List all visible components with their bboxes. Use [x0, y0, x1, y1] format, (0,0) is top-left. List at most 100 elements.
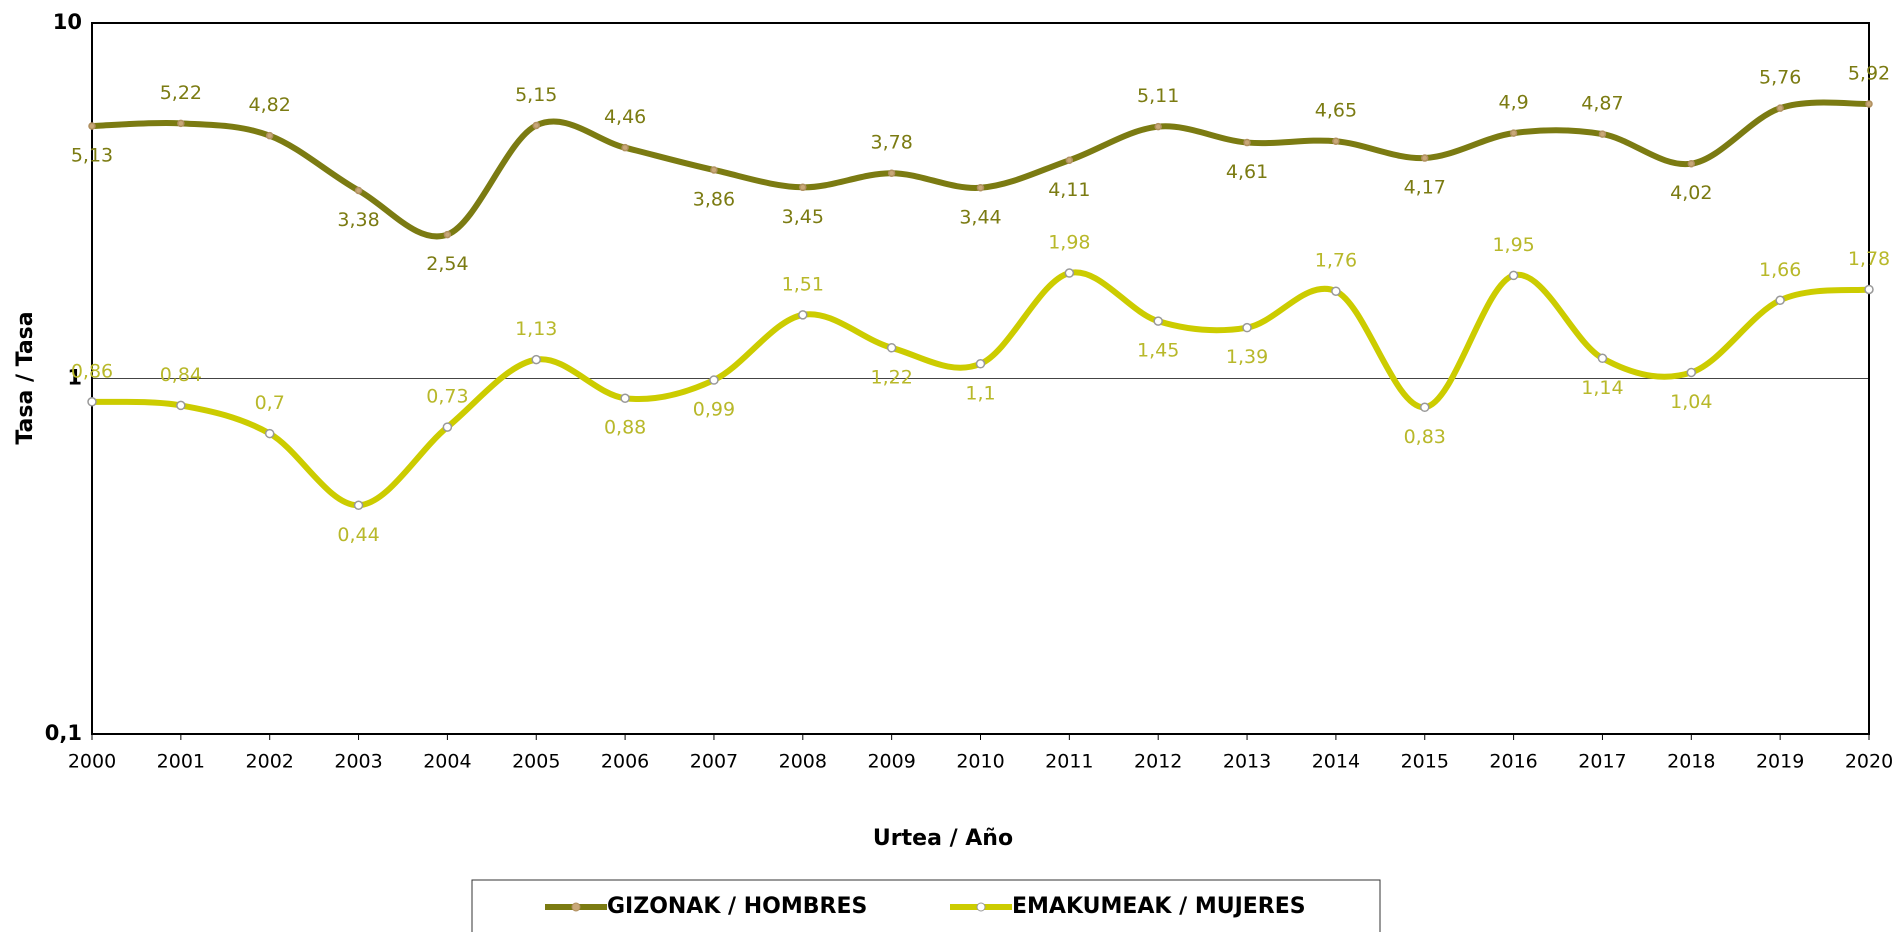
x-tick-label: 2010	[956, 751, 1004, 773]
series-line	[91, 269, 1870, 509]
data-label: 4,82	[249, 94, 291, 116]
x-tick-label: 2002	[246, 751, 294, 773]
x-tick-label: 2001	[157, 751, 205, 773]
data-point	[1508, 270, 1519, 281]
y-axis-title: Tasa / Tasa	[13, 311, 38, 444]
series-line	[91, 99, 1870, 240]
data-label: 4,87	[1581, 93, 1623, 115]
data-point	[264, 428, 275, 439]
data-label: 1,76	[1315, 250, 1357, 272]
x-tick-label: 2012	[1134, 751, 1182, 773]
x-tick-label: 2008	[779, 751, 827, 773]
data-label: 1,78	[1848, 248, 1890, 270]
data-point	[975, 359, 986, 369]
y-tick-label: 0,1	[45, 721, 82, 745]
data-label: 1,98	[1048, 232, 1090, 254]
data-point	[621, 143, 629, 152]
x-tick-label: 2004	[423, 751, 471, 773]
data-point	[442, 422, 453, 432]
data-label: 5,92	[1848, 62, 1890, 84]
data-label: 4,65	[1315, 100, 1357, 122]
data-label: 1,1	[965, 382, 995, 404]
legend-label: GIZONAK / HOMBRES	[607, 894, 867, 919]
x-tick-label: 2005	[512, 751, 560, 773]
x-tick-label: 2019	[1756, 751, 1804, 773]
data-point	[1686, 367, 1697, 378]
x-tick-label: 2018	[1667, 751, 1715, 773]
x-tick-label: 2000	[68, 751, 116, 773]
data-point	[87, 397, 97, 407]
data-label: 5,15	[515, 84, 557, 106]
data-point	[1776, 104, 1784, 112]
data-label: 1,22	[870, 366, 912, 388]
x-tick-label: 2013	[1223, 751, 1271, 773]
data-label: 3,38	[337, 209, 379, 231]
data-label: 2,54	[426, 253, 468, 275]
x-tick-label: 2011	[1045, 751, 1093, 773]
data-label: 3,78	[870, 132, 912, 154]
data-point	[1687, 159, 1696, 168]
data-label: 0,86	[71, 360, 113, 382]
data-point	[887, 169, 896, 177]
data-point	[1421, 154, 1429, 162]
data-point	[1243, 138, 1251, 147]
x-tick-label: 2017	[1578, 751, 1626, 773]
y-tick-label: 1	[67, 366, 82, 390]
data-label: 3,44	[959, 206, 1001, 228]
data-label: 1,51	[782, 273, 824, 295]
data-label: 1,45	[1137, 340, 1179, 362]
data-label: 5,13	[71, 145, 113, 167]
data-label: 4,61	[1226, 161, 1268, 183]
data-point	[620, 393, 630, 403]
data-point	[1420, 402, 1430, 413]
data-label: 4,46	[604, 106, 646, 128]
data-point	[1332, 137, 1340, 145]
data-point	[176, 400, 186, 411]
data-point	[709, 375, 719, 385]
data-label: 0,88	[604, 417, 646, 439]
data-label: 1,39	[1226, 346, 1268, 368]
data-point	[976, 184, 985, 192]
x-tick-label: 2014	[1312, 751, 1360, 773]
data-label: 5,11	[1137, 85, 1179, 107]
legend-marker	[976, 902, 986, 912]
data-point	[1242, 322, 1252, 333]
data-point	[531, 354, 541, 365]
data-label: 1,14	[1581, 377, 1623, 399]
data-label: 4,17	[1404, 177, 1446, 199]
data-label: 3,45	[782, 206, 824, 228]
x-tick-label: 2006	[601, 751, 649, 773]
data-point	[353, 500, 364, 511]
data-label: 0,73	[426, 386, 468, 408]
data-point	[88, 122, 96, 130]
data-label: 0,83	[1404, 426, 1446, 448]
data-point	[886, 343, 897, 353]
data-point	[177, 119, 185, 128]
data-label: 0,84	[160, 364, 202, 386]
data-point	[265, 131, 274, 140]
data-point	[1064, 268, 1075, 278]
data-point	[798, 310, 808, 320]
data-point	[354, 186, 363, 195]
data-point	[1597, 353, 1608, 364]
data-label: 0,99	[693, 399, 735, 421]
data-point	[710, 166, 718, 174]
data-label: 4,11	[1048, 179, 1090, 201]
legend-marker	[571, 902, 581, 912]
data-label: 5,76	[1759, 67, 1801, 89]
y-tick-label: 10	[53, 10, 82, 34]
data-point	[1153, 316, 1163, 326]
data-label: 4,9	[1498, 92, 1528, 114]
data-label: 0,7	[255, 392, 285, 414]
data-point	[1065, 156, 1074, 165]
data-point	[1864, 284, 1874, 295]
x-tick-label: 2007	[690, 751, 738, 773]
x-tick-label: 2016	[1489, 751, 1537, 773]
data-point	[1775, 295, 1785, 306]
data-label: 4,02	[1670, 182, 1712, 204]
data-label: 1,66	[1759, 259, 1801, 281]
x-tick-label: 2020	[1845, 751, 1893, 773]
data-point	[443, 230, 452, 239]
